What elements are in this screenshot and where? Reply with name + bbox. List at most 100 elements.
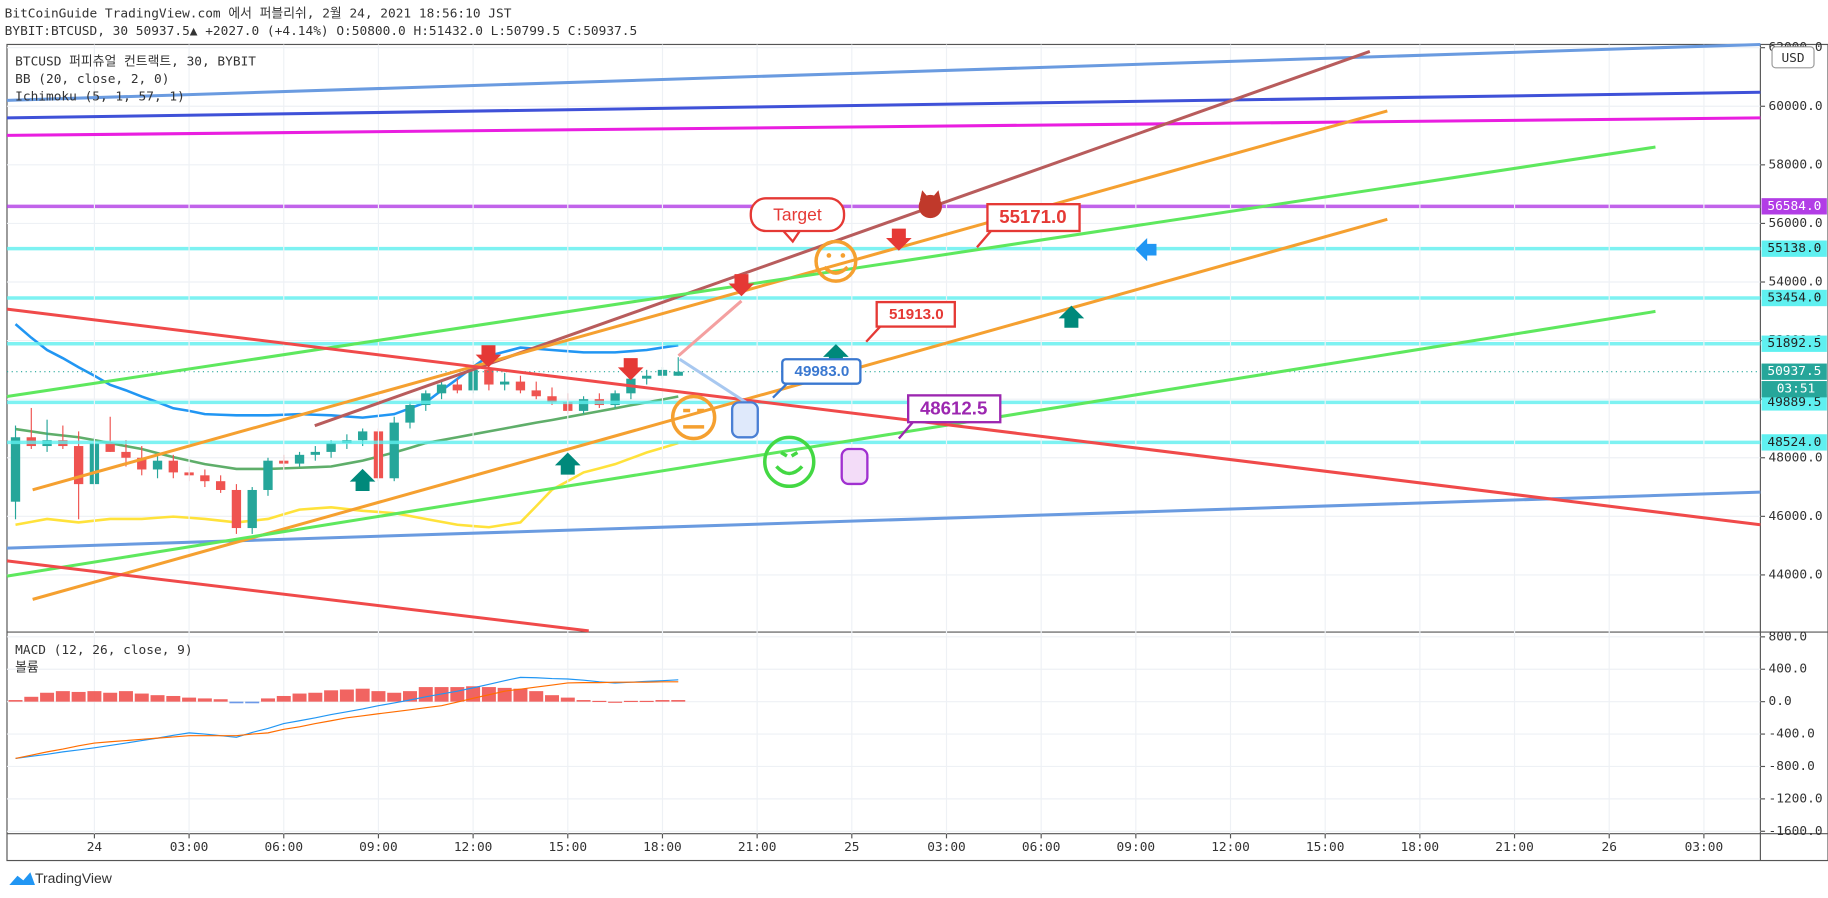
x-tick-label: 03:00 <box>170 840 209 855</box>
callout-text: 49983.0 <box>795 363 850 380</box>
candle-body <box>200 475 210 482</box>
histogram-bar <box>371 691 386 702</box>
histogram-bar <box>671 700 686 702</box>
trendline <box>6 307 1761 527</box>
last-price-box <box>1761 363 1827 380</box>
price-label: 55138.0 <box>1767 241 1821 256</box>
histogram-bar <box>134 693 149 702</box>
y-tick-label: 54000.0 <box>1769 275 1823 290</box>
candle-body <box>405 405 415 423</box>
callout-tail <box>865 325 882 343</box>
trendline <box>6 116 1761 137</box>
y-tick-label: -1200.0 <box>1769 791 1823 806</box>
x-tick-label: 06:00 <box>264 840 303 855</box>
histogram-bar <box>608 701 623 703</box>
indicator-label: Ichimoku (5, 1, 57, 1) <box>15 89 185 104</box>
price-label-box <box>1761 289 1827 307</box>
candle-body <box>500 381 510 385</box>
candle-body <box>10 437 21 502</box>
down-arrow <box>617 358 644 381</box>
callout-text: Target <box>773 204 822 224</box>
unit-label: USD <box>1781 51 1804 66</box>
candle-body <box>263 460 273 490</box>
price-label-box <box>1761 394 1827 411</box>
callout-tail <box>772 382 788 399</box>
y-tick-label: 56000.0 <box>1769 216 1823 231</box>
countdown-label: 03:51 <box>1777 382 1816 397</box>
histogram-bar <box>197 698 212 702</box>
trendline <box>6 42 1761 102</box>
histogram-bar <box>103 692 118 702</box>
candle-body <box>105 443 115 452</box>
x-tick-label: 26 <box>1601 840 1616 855</box>
x-tick-label: 12:00 <box>454 840 493 855</box>
histogram-bar <box>576 700 591 702</box>
trendline <box>6 559 589 633</box>
callout-tail <box>782 230 801 244</box>
emoji <box>775 465 804 476</box>
histogram-bar <box>260 698 275 702</box>
price-label-box <box>1761 335 1827 352</box>
price-label-box <box>1761 240 1827 257</box>
histogram-bar <box>55 691 70 702</box>
callout-text: 55171.0 <box>999 206 1066 227</box>
header-line: BitCoinGuide TradingView.com 에서 퍼블리쉬, 2월… <box>5 7 512 22</box>
histogram-bar <box>339 689 354 702</box>
histogram-bar <box>118 691 133 702</box>
candle-body <box>247 489 257 529</box>
histogram-bar <box>87 691 102 702</box>
histogram-bar <box>355 688 370 702</box>
histogram-bar <box>71 691 86 702</box>
callout <box>875 300 956 328</box>
up-arrow <box>349 468 376 491</box>
hand-icon <box>730 401 759 439</box>
histogram-bar <box>229 701 244 704</box>
down-arrow <box>886 228 912 251</box>
y-tick-label: 48000.0 <box>1769 450 1823 465</box>
histogram-bar <box>40 692 55 702</box>
histogram-bar <box>529 691 544 702</box>
y-tick-label: -800.0 <box>1769 759 1815 774</box>
callout <box>986 203 1081 233</box>
candle-body <box>137 457 147 470</box>
candle-body <box>215 481 226 490</box>
emoji <box>814 239 858 283</box>
histogram-bar <box>387 692 402 702</box>
emoji <box>826 253 832 258</box>
callout <box>781 358 862 385</box>
arrow-line <box>678 357 747 404</box>
candle-body <box>152 460 163 470</box>
unit-box <box>1771 46 1815 69</box>
candle-body <box>121 451 131 458</box>
y-tick-label: 60000.0 <box>1769 99 1823 114</box>
candle-body <box>168 460 178 473</box>
price-label: 51892.5 <box>1767 336 1821 351</box>
candle-body <box>610 393 620 406</box>
candle-body <box>326 443 336 452</box>
y-tick-label: -400.0 <box>1769 727 1815 742</box>
histogram-bar <box>639 700 654 703</box>
histogram-bar <box>592 700 607 703</box>
emoji <box>840 253 846 258</box>
up-arrow <box>1058 305 1085 328</box>
candle-body <box>73 446 84 485</box>
candle-body <box>484 369 494 385</box>
emoji <box>919 190 941 201</box>
y-tick-label: 58000.0 <box>1769 157 1823 172</box>
y-tick-label: 44000.0 <box>1769 567 1823 582</box>
candle-body <box>231 489 242 529</box>
up-arrow <box>554 452 581 475</box>
callout-text: 51913.0 <box>889 306 944 323</box>
histogram-bar <box>655 700 670 702</box>
macd-line <box>15 681 679 759</box>
y-tick-label: 0.0 <box>1769 694 1792 709</box>
trendlines <box>6 42 1761 633</box>
histogram-bar <box>418 687 433 702</box>
price-label: 53454.0 <box>1767 291 1821 306</box>
x-tick-label: 09:00 <box>359 840 398 855</box>
candle-body <box>642 375 652 379</box>
footer-brand: TradingView <box>35 870 113 886</box>
candle-body <box>389 422 399 479</box>
